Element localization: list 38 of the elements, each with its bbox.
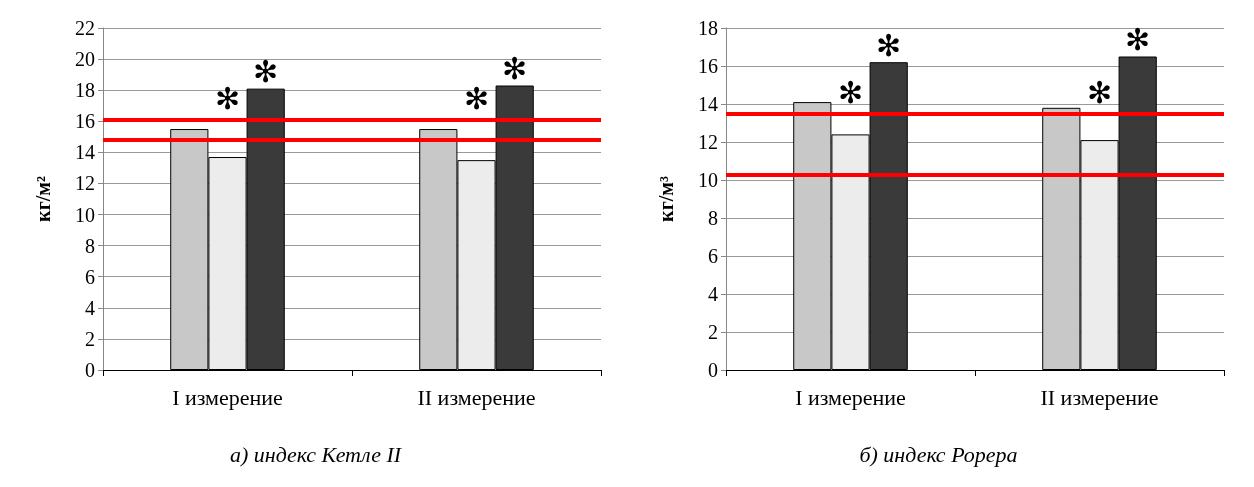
y-tick-label: 2 xyxy=(708,321,718,343)
y-tick-label: 4 xyxy=(708,283,718,305)
x-tick-label: I измерение xyxy=(172,384,283,410)
y-tick-label: 12 xyxy=(698,131,718,153)
y-tick-label: 18 xyxy=(698,17,718,39)
x-tick-label: II измерение xyxy=(417,384,536,410)
y-tick-label: 14 xyxy=(698,93,718,115)
y-tick-label: 2 xyxy=(85,327,95,350)
y-tick-label: 12 xyxy=(75,172,95,195)
data-label: ✻ xyxy=(502,51,528,87)
x-tick-label: I измерение xyxy=(795,384,906,410)
x-tick-label: II измерение xyxy=(1040,384,1159,410)
text: б) индекс Рорера xyxy=(859,441,1018,467)
data-label: ✻ xyxy=(876,27,902,63)
y-tick-label: 0 xyxy=(85,359,95,381)
data-label: ✻ xyxy=(253,54,279,90)
text: а) индекс Кетле II xyxy=(229,441,403,467)
y-tick-label: 14 xyxy=(75,141,95,164)
y-tick-label: 8 xyxy=(85,234,95,257)
y-tick-label: 10 xyxy=(75,203,95,226)
y-tick-label: 16 xyxy=(75,110,95,133)
data-label: ✻ xyxy=(463,81,490,117)
y-tick-label: 22 xyxy=(75,17,95,39)
y-tick-label: 6 xyxy=(85,265,95,288)
data-label: ✻ xyxy=(1086,75,1113,110)
data-label: ✻ xyxy=(837,75,864,110)
y-tick-label: 20 xyxy=(75,48,95,71)
y-tick-label: 8 xyxy=(708,207,718,229)
y-tick-label: 0 xyxy=(708,359,718,381)
y-tick-label: 10 xyxy=(698,169,718,191)
y-tick-label: 6 xyxy=(708,245,718,267)
y-axis-title: кг/м² xyxy=(32,176,54,222)
y-tick-label: 16 xyxy=(698,55,718,77)
data-label: ✻ xyxy=(1125,22,1151,57)
y-tick-label: 18 xyxy=(75,79,95,102)
y-tick-label: 4 xyxy=(85,296,95,319)
data-label: ✻ xyxy=(214,81,241,117)
y-axis-title: кг/м³ xyxy=(655,176,677,222)
